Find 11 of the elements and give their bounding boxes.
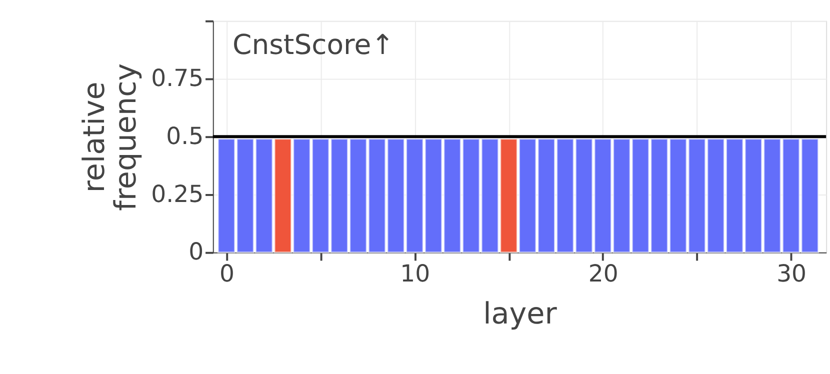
x-tick-label: 0 <box>219 259 234 288</box>
x-axis-title: layer <box>483 296 558 330</box>
x-tick-label: 20 <box>588 259 618 288</box>
x-tick-label: 30 <box>776 259 807 288</box>
annotation: CnstScore↑ <box>232 30 394 62</box>
y-tick-label: 0.75 <box>151 64 204 92</box>
x-tick-label: 10 <box>400 259 430 288</box>
y-axis-title: relative frequency <box>77 63 142 211</box>
y-tick-label: 0.25 <box>151 180 204 208</box>
y-tick-label: 0.5 <box>166 122 204 150</box>
y-tick-label: 0 <box>188 238 204 266</box>
